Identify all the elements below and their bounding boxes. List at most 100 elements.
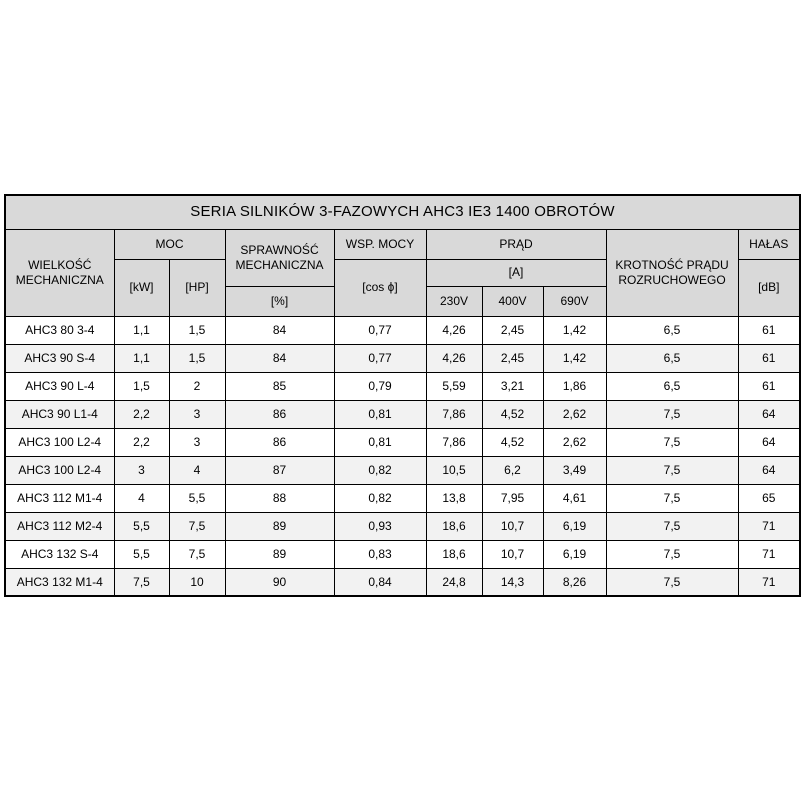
- cell-current-400v: 4,52: [481, 399, 544, 429]
- header-row-1: WIELKOŚĆ MECHANICZNA MOC SPRAWNOŚĆ MECHA…: [4, 228, 801, 317]
- cell-current-400v: 4,52: [481, 427, 544, 457]
- cell-starting-current-ratio: 7,5: [605, 567, 739, 597]
- table-row: AHC3 100 L2-4 3 4 87 0,82 10,5 6,2 3,49 7,5 64: [4, 455, 801, 485]
- header-power: MOC: [113, 228, 226, 260]
- cell-current-230v: 7,86: [425, 399, 483, 429]
- cell-noise-db: 64: [737, 455, 801, 485]
- cell-efficiency-pct: 90: [224, 567, 335, 597]
- header-power-factor: WSP. MOCY: [333, 228, 427, 260]
- cell-current-690v: 6,19: [542, 539, 607, 569]
- cell-power-factor: 0,81: [333, 399, 427, 429]
- cell-starting-current-ratio: 6,5: [605, 315, 739, 345]
- cell-power-hp: 2: [168, 371, 226, 401]
- cell-power-hp: 10: [168, 567, 226, 597]
- cell-power-kw: 1,1: [113, 315, 170, 345]
- cell-noise-db: 65: [737, 483, 801, 513]
- cell-current-690v: 1,86: [542, 371, 607, 401]
- table-title: SERIA SILNIKÓW 3-FAZOWYCH AHC3 IE3 1400 …: [4, 194, 801, 230]
- cell-power-hp: 1,5: [168, 343, 226, 373]
- cell-current-230v: 18,6: [425, 511, 483, 541]
- cell-efficiency-pct: 88: [224, 483, 335, 513]
- cell-power-kw: 5,5: [113, 539, 170, 569]
- cell-efficiency-pct: 84: [224, 315, 335, 345]
- table-row: AHC3 132 S-4 5,5 7,5 89 0,83 18,6 10,7 6,19 7,5 7…: [4, 539, 801, 569]
- cell-current-400v: 6,2: [481, 455, 544, 485]
- cell-power-hp: 3: [168, 399, 226, 429]
- cell-power-kw: 2,2: [113, 399, 170, 429]
- cell-starting-current-ratio: 7,5: [605, 511, 739, 541]
- cell-power-factor: 0,82: [333, 483, 427, 513]
- cell-current-690v: 2,62: [542, 427, 607, 457]
- cell-starting-current-ratio: 7,5: [605, 539, 739, 569]
- cell-noise-db: 64: [737, 399, 801, 429]
- cell-power-kw: 2,2: [113, 427, 170, 457]
- table-row: AHC3 80 3-4 1,1 1,5 84 0,77 4,26 2,45 1,42 6,5 61: [4, 315, 801, 345]
- cell-power-factor: 0,79: [333, 371, 427, 401]
- header-unit-db: [dB]: [737, 258, 801, 317]
- cell-current-690v: 4,61: [542, 483, 607, 513]
- cell-power-factor: 0,81: [333, 427, 427, 457]
- cell-power-factor: 0,77: [333, 315, 427, 345]
- cell-current-400v: 10,7: [481, 539, 544, 569]
- header-unit-cos-phi: [cos ϕ]: [333, 258, 427, 317]
- cell-current-400v: 2,45: [481, 343, 544, 373]
- header-unit-amps: [A]: [425, 258, 607, 287]
- header-row-3: [%] 230V 400V 690V: [5, 285, 800, 317]
- cell-current-230v: 13,8: [425, 483, 483, 513]
- motor-spec-table: SERIA SILNIKÓW 3-FAZOWYCH AHC3 IE3 1400 …: [4, 194, 802, 597]
- table-row: AHC3 90 L-4 1,5 2 85 0,79 5,59 3,21 1,86 6,5 61: [4, 371, 801, 401]
- header-unit-kw: [kW]: [113, 258, 170, 317]
- table-row: AHC3 90 S-4 1,1 1,5 84 0,77 4,26 2,45 1,42 6,5 61: [4, 343, 801, 373]
- cell-current-690v: 6,19: [542, 511, 607, 541]
- table-row: AHC3 112 M2-4 5,5 7,5 89 0,93 18,6 10,7 6,19 7,5…: [4, 511, 801, 541]
- cell-efficiency-pct: 89: [224, 539, 335, 569]
- cell-current-400v: 3,21: [481, 371, 544, 401]
- cell-power-factor: 0,83: [333, 539, 427, 569]
- cell-power-factor: 0,77: [333, 343, 427, 373]
- cell-current-230v: 24,8: [425, 567, 483, 597]
- cell-power-hp: 7,5: [168, 539, 226, 569]
- cell-current-400v: 14,3: [481, 567, 544, 597]
- cell-noise-db: 61: [737, 343, 801, 373]
- cell-starting-current-ratio: 7,5: [605, 455, 739, 485]
- cell-power-factor: 0,84: [333, 567, 427, 597]
- cell-power-kw: 3: [113, 455, 170, 485]
- cell-current-400v: 2,45: [481, 315, 544, 345]
- cell-current-690v: 2,62: [542, 399, 607, 429]
- cell-starting-current-ratio: 6,5: [605, 343, 739, 373]
- cell-current-230v: 7,86: [425, 427, 483, 457]
- table-row: AHC3 112 M1-4 4 5,5 88 0,82 13,8 7,95 4,61 7,5 65: [4, 483, 801, 513]
- cell-motor-size: AHC3 100 L2-4: [4, 427, 115, 457]
- cell-power-factor: 0,82: [333, 455, 427, 485]
- cell-motor-size: AHC3 80 3-4: [4, 315, 115, 345]
- cell-current-690v: 3,49: [542, 455, 607, 485]
- cell-current-230v: 10,5: [425, 455, 483, 485]
- cell-current-230v: 4,26: [425, 315, 483, 345]
- motor-spec-table-container: SERIA SILNIKÓW 3-FAZOWYCH AHC3 IE3 1400 …: [4, 194, 802, 597]
- cell-current-400v: 10,7: [481, 511, 544, 541]
- cell-motor-size: AHC3 112 M1-4: [4, 483, 115, 513]
- cell-motor-size: AHC3 112 M2-4: [4, 511, 115, 541]
- cell-starting-current-ratio: 7,5: [605, 427, 739, 457]
- cell-power-hp: 3: [168, 427, 226, 457]
- cell-efficiency-pct: 86: [224, 399, 335, 429]
- cell-current-230v: 5,59: [425, 371, 483, 401]
- cell-starting-current-ratio: 7,5: [605, 483, 739, 513]
- cell-power-kw: 5,5: [113, 511, 170, 541]
- cell-power-hp: 7,5: [168, 511, 226, 541]
- header-starting-current-ratio: KROTNOŚĆ PRĄDU ROZRUCHOWEGO: [605, 228, 739, 317]
- cell-power-kw: 1,1: [113, 343, 170, 373]
- cell-motor-size: AHC3 132 S-4: [4, 539, 115, 569]
- cell-current-690v: 1,42: [542, 343, 607, 373]
- table-title-row: SERIA SILNIKÓW 3-FAZOWYCH AHC3 IE3 1400 …: [4, 194, 801, 230]
- cell-noise-db: 61: [737, 371, 801, 401]
- cell-current-400v: 7,95: [481, 483, 544, 513]
- header-voltage-400v: 400V: [481, 285, 544, 317]
- cell-motor-size: AHC3 90 L1-4: [4, 399, 115, 429]
- table-row: AHC3 90 L1-4 2,2 3 86 0,81 7,86 4,52 2,62 7,5 64: [4, 399, 801, 429]
- header-efficiency: SPRAWNOŚĆ MECHANICZNA: [224, 228, 335, 287]
- cell-efficiency-pct: 86: [224, 427, 335, 457]
- cell-noise-db: 71: [737, 567, 801, 597]
- header-voltage-690v: 690V: [542, 285, 607, 317]
- cell-motor-size: AHC3 132 M1-4: [4, 567, 115, 597]
